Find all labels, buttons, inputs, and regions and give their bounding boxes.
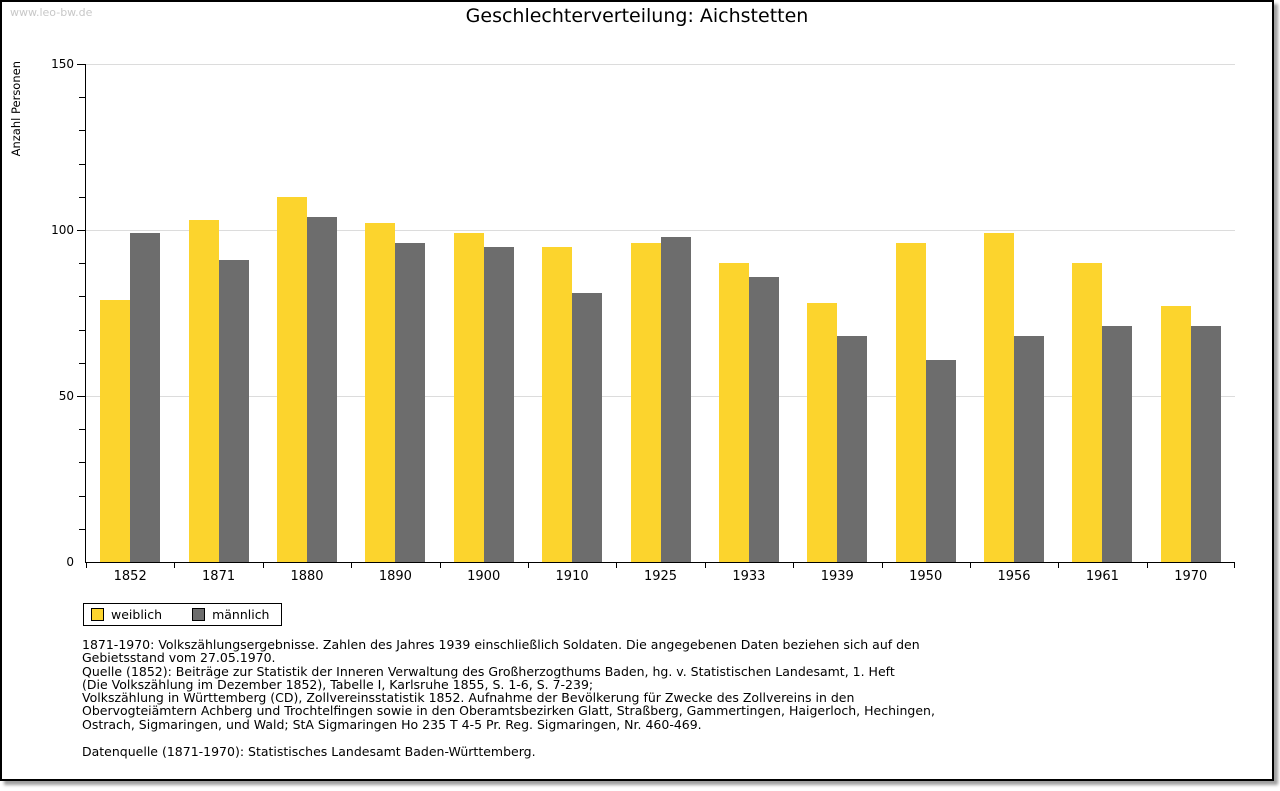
bar-weiblich-1852 [100, 299, 131, 562]
footnotes: 1871-1970: Volkszählungsergebnisse. Zahl… [82, 638, 935, 731]
x-tick-label-1970: 1970 [1174, 569, 1208, 584]
x-tick-label-1961: 1961 [1085, 569, 1119, 584]
x-tick [1234, 562, 1235, 568]
x-tick [704, 562, 706, 568]
y-tick-70 [79, 329, 85, 331]
x-tick [527, 562, 529, 568]
x-tick-label-1852: 1852 [113, 569, 147, 584]
footnote-line: Obervogteiämtern Achberg und Trochtelfin… [82, 703, 935, 719]
y-tick-10 [79, 528, 85, 530]
y-tick-80 [79, 296, 85, 298]
bar-weiblich-1880 [277, 196, 307, 562]
legend-label-maennlich: männlich [212, 607, 270, 622]
x-tick [969, 562, 971, 568]
bar-männlich-1950 [925, 359, 956, 562]
y-tick-label-100: 100 [51, 223, 74, 237]
x-tick-label-1939: 1939 [820, 569, 854, 584]
y-tick-40 [79, 429, 85, 431]
x-tick-label-1950: 1950 [909, 569, 943, 584]
x-tick [1058, 562, 1060, 568]
x-tick-label-1871: 1871 [202, 569, 236, 584]
plot-area: 0 50 100 150 1852 1871 1880 1890 1900 1910 1925 193… [51, 57, 1235, 584]
x-tick-label-1956: 1956 [997, 569, 1031, 584]
bar-männlich-1933 [748, 276, 779, 562]
bar-männlich-1871 [218, 259, 249, 562]
bar-männlich-1900 [483, 246, 514, 562]
x-tick-label-1900: 1900 [467, 569, 501, 584]
legend-swatch-maennlich [192, 608, 206, 621]
y-tick-120 [79, 163, 85, 165]
x-tick-label-1933: 1933 [732, 569, 766, 584]
x-tick-label-1880: 1880 [290, 569, 324, 584]
y-tick-20 [79, 495, 85, 497]
y-tick-label-50: 50 [58, 389, 74, 403]
bar-weiblich-1925 [630, 243, 661, 562]
bar-weiblich-1900 [453, 233, 484, 562]
bar-weiblich-1871 [188, 220, 219, 562]
y-tick-130 [79, 130, 85, 132]
footnote-line: Volkszählung in Württemberg (CD), Zollve… [82, 690, 855, 706]
bar-männlich-1910 [572, 293, 603, 562]
legend-item-maennlich: männlich [192, 607, 269, 622]
y-tick-140 [79, 97, 85, 99]
footnote-line: Ostrach, Sigmaringen, und Wald; StA Sigm… [82, 716, 702, 732]
legend-box: weiblich männlich [83, 603, 283, 626]
bar-weiblich-1961 [1072, 263, 1103, 562]
bar-männlich-1961 [1102, 326, 1133, 562]
x-tick [439, 562, 441, 568]
bar-weiblich-1956 [984, 233, 1014, 562]
legend-label-weiblich: weiblich [111, 607, 163, 622]
y-tick-50 [77, 396, 85, 397]
bar-männlich-1890 [395, 243, 426, 562]
bar-männlich-1956 [1014, 336, 1044, 562]
y-axis-label: Anzahl Personen [9, 61, 23, 157]
bar-weiblich-1970 [1160, 306, 1191, 562]
x-tick [86, 562, 87, 568]
footnote-line: Gebietsstand vom 27.05.1970. [82, 650, 276, 666]
gridline-100 [86, 230, 1235, 231]
bar-männlich-1880 [307, 216, 337, 562]
bar-weiblich-1890 [365, 223, 396, 562]
legend-swatch-weiblich [91, 608, 104, 621]
y-tick-110 [79, 196, 85, 198]
bar-weiblich-1910 [542, 246, 573, 562]
footnote-line: Quelle (1852): Beiträge zur Statistik de… [82, 663, 895, 679]
x-tick [616, 562, 618, 568]
bar-weiblich-1950 [895, 243, 926, 562]
bar-männlich-1925 [660, 236, 691, 562]
gridline-150 [86, 64, 1235, 65]
x-tick [262, 562, 264, 568]
x-tick-label-1890: 1890 [378, 569, 412, 584]
bar-weiblich-1939 [807, 303, 838, 562]
watermark: www.leo-bw.de [10, 6, 93, 19]
x-tick [793, 562, 795, 568]
x-tick-label-1910: 1910 [555, 569, 589, 584]
page-title: Geschlechterverteilung: Aichstetten [465, 5, 809, 27]
y-tick-30 [79, 462, 85, 464]
footnote-line: (Die Volkszählung im Dezember 1852), Tab… [82, 676, 594, 692]
y-tick-label-150: 150 [51, 57, 74, 71]
bar-weiblich-1933 [718, 263, 749, 562]
x-tick [1146, 562, 1148, 568]
footnote-line: 1871-1970: Volkszählungsergebnisse. Zahl… [82, 637, 920, 652]
y-tick-60 [79, 362, 85, 364]
x-tick-label-1925: 1925 [643, 569, 678, 584]
bar-männlich-1852 [130, 233, 161, 562]
bar-männlich-1970 [1190, 326, 1221, 562]
footnote-source: Datenquelle (1871-1970): Statistisches L… [82, 744, 536, 759]
y-tick-100 [77, 230, 85, 231]
x-tick [351, 562, 353, 568]
x-tick [881, 562, 883, 568]
x-tick [174, 562, 176, 568]
y-tick-90 [79, 263, 85, 265]
y-tick-150 [77, 64, 85, 65]
legend-item-weiblich: weiblich [91, 607, 162, 622]
bar-männlich-1939 [837, 336, 868, 562]
y-tick-label-0: 0 [66, 555, 74, 569]
